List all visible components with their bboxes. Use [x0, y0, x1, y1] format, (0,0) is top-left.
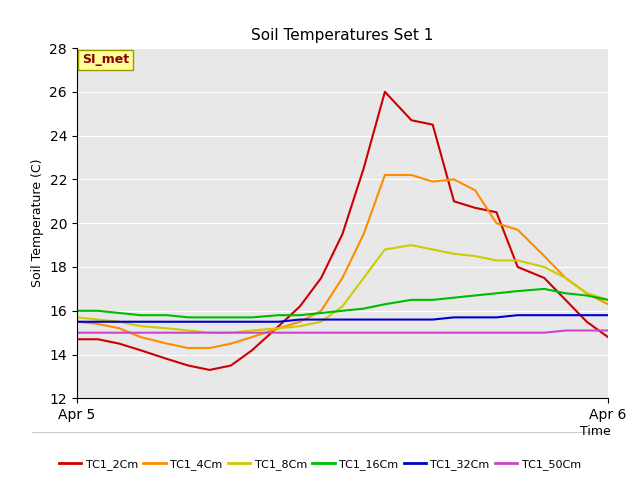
Text: SI_met: SI_met: [82, 53, 129, 66]
Text: Time: Time: [580, 425, 611, 438]
Legend: TC1_2Cm, TC1_4Cm, TC1_8Cm, TC1_16Cm, TC1_32Cm, TC1_50Cm: TC1_2Cm, TC1_4Cm, TC1_8Cm, TC1_16Cm, TC1…: [54, 455, 586, 474]
Y-axis label: Soil Temperature (C): Soil Temperature (C): [31, 159, 44, 288]
Title: Soil Temperatures Set 1: Soil Temperatures Set 1: [252, 28, 433, 43]
